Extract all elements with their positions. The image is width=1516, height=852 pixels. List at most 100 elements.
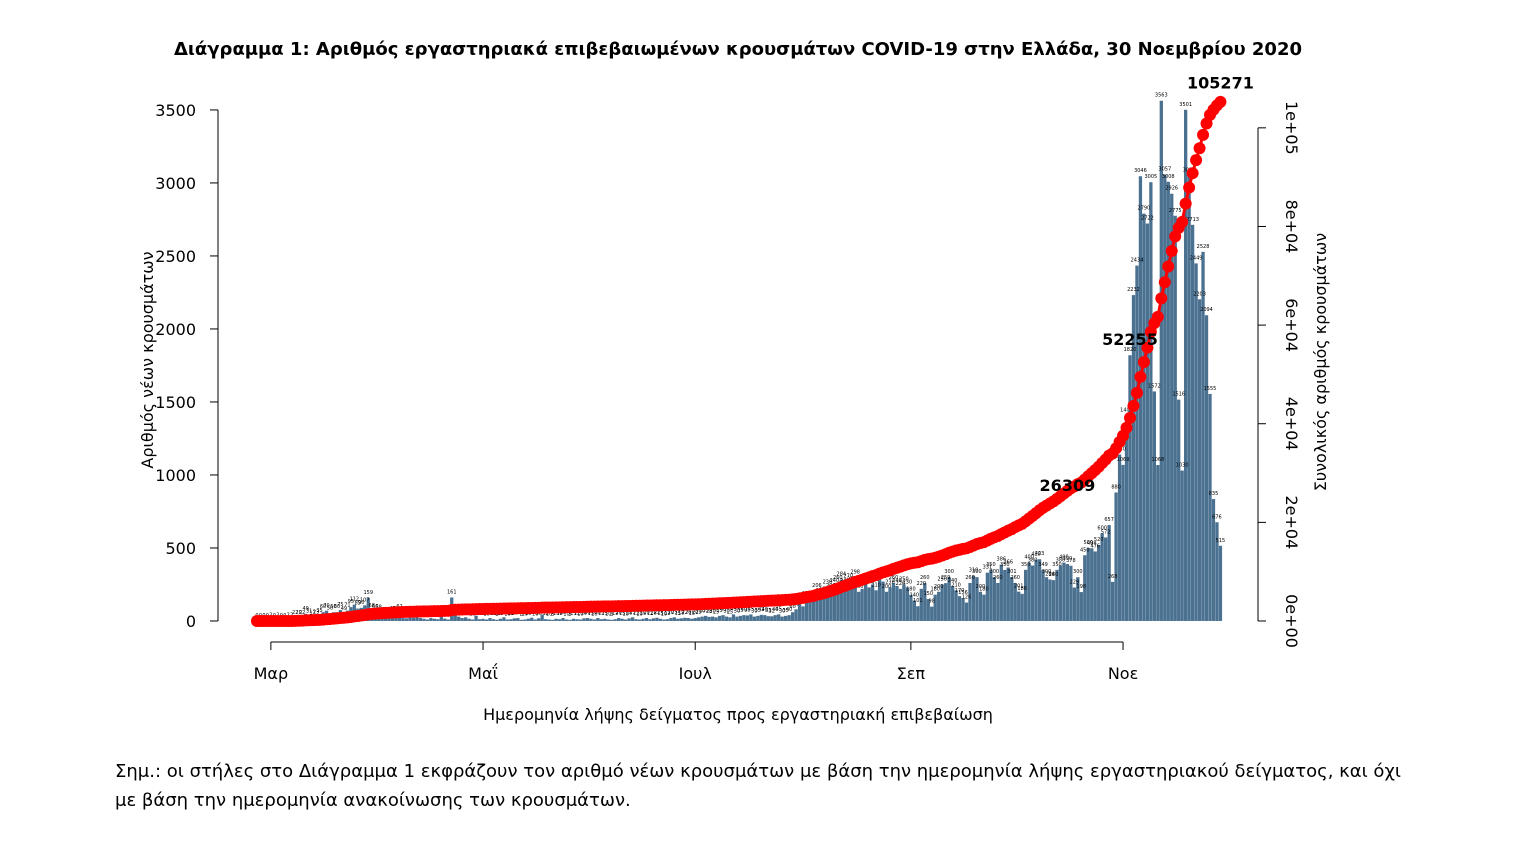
value-label: 2434 xyxy=(1131,258,1144,264)
value-label: 350 xyxy=(1021,562,1031,568)
y-tick-label: 2500 xyxy=(155,247,196,266)
value-label: 572 xyxy=(1101,529,1111,535)
cumulative-point xyxy=(1127,399,1140,412)
bar xyxy=(724,616,729,621)
bar xyxy=(495,619,499,621)
bar xyxy=(1208,393,1212,621)
value-label: 12 xyxy=(542,611,548,617)
value-label: 45 xyxy=(748,606,754,612)
bar xyxy=(599,619,603,621)
bar xyxy=(1003,569,1007,621)
bar xyxy=(582,618,586,621)
bar xyxy=(1024,569,1028,621)
value-label: 220 xyxy=(917,581,927,587)
value-label: 68 xyxy=(369,603,375,609)
bar xyxy=(1110,581,1115,621)
value-label: 2722 xyxy=(1141,216,1154,222)
cumulative-point xyxy=(1186,167,1199,180)
bar xyxy=(975,577,979,621)
y2-tick-label: 1e+05 xyxy=(1282,101,1301,155)
bar xyxy=(1149,182,1153,621)
bar xyxy=(1037,559,1042,621)
bar xyxy=(801,606,805,621)
bar xyxy=(477,619,482,621)
value-label: 31 xyxy=(306,608,312,614)
value-label: 159 xyxy=(363,590,373,596)
value-label: 12 xyxy=(647,611,653,617)
value-label: 112 xyxy=(350,597,360,603)
bar xyxy=(1104,537,1108,621)
value-label: 30 xyxy=(709,609,715,615)
bar xyxy=(561,618,565,621)
bar xyxy=(1166,181,1170,621)
bar xyxy=(415,616,419,621)
bar xyxy=(571,618,576,621)
y2-tick-label: 2e+04 xyxy=(1282,495,1301,549)
bar xyxy=(512,618,516,621)
bar xyxy=(1197,299,1202,621)
bar xyxy=(537,618,541,621)
bar xyxy=(902,584,906,621)
bar xyxy=(1100,533,1104,621)
value-label: 70 xyxy=(323,603,329,609)
bar xyxy=(540,614,544,621)
bar xyxy=(1006,567,1010,621)
bar xyxy=(491,619,496,621)
value-label: 161 xyxy=(447,589,457,595)
value-label: 49 xyxy=(341,606,347,612)
bar xyxy=(533,619,537,621)
value-label: 520 xyxy=(1094,537,1104,543)
bar xyxy=(864,583,868,621)
bar xyxy=(1097,545,1101,621)
value-label: 260 xyxy=(993,575,1003,581)
value-label: 210 xyxy=(871,582,881,588)
value-label: 126 xyxy=(962,595,972,601)
bar xyxy=(853,577,857,621)
value-label: 10 xyxy=(605,612,611,618)
value-label: 310 xyxy=(969,568,979,574)
value-label: 260 xyxy=(833,575,843,581)
bar xyxy=(665,619,670,621)
value-label: 250 xyxy=(899,576,909,582)
bar xyxy=(672,617,676,621)
bar xyxy=(846,581,850,621)
value-label: 423 xyxy=(1035,551,1045,557)
value-label: 20 xyxy=(595,610,601,616)
bar xyxy=(843,585,847,621)
bar xyxy=(735,616,739,621)
value-label: 10 xyxy=(622,612,628,618)
value-label: 1069 xyxy=(1117,457,1130,463)
bar xyxy=(460,618,464,621)
bar xyxy=(1159,100,1163,621)
bar xyxy=(1190,224,1195,621)
value-label: 8 xyxy=(551,612,554,618)
bar xyxy=(1058,565,1063,621)
value-label: 2926 xyxy=(1165,186,1178,192)
value-label: 186 xyxy=(1017,586,1027,592)
cumulative-point xyxy=(1134,370,1147,383)
bar xyxy=(1211,499,1216,621)
value-label: 240 xyxy=(892,578,902,584)
value-label: 12 xyxy=(633,611,639,617)
bar xyxy=(523,619,527,621)
value-label: 8 xyxy=(610,612,613,618)
bar xyxy=(1152,391,1156,621)
bar xyxy=(526,618,530,621)
value-label: 35 xyxy=(716,608,722,614)
bar xyxy=(700,616,704,621)
y2-tick-label: 0e+00 xyxy=(1282,594,1301,648)
value-label: 50 xyxy=(327,606,333,612)
value-label: 156 xyxy=(958,590,968,596)
value-label: 40 xyxy=(786,607,792,613)
bar xyxy=(554,618,558,621)
y-tick-label: 500 xyxy=(165,539,196,558)
bar xyxy=(738,615,743,621)
bar xyxy=(544,619,548,621)
value-label: 15 xyxy=(640,611,646,617)
bar xyxy=(731,614,736,621)
bar xyxy=(464,617,468,621)
bar xyxy=(721,615,725,621)
value-label: 107 xyxy=(360,597,370,603)
bar xyxy=(1173,215,1177,621)
value-label: 350 xyxy=(986,562,996,568)
